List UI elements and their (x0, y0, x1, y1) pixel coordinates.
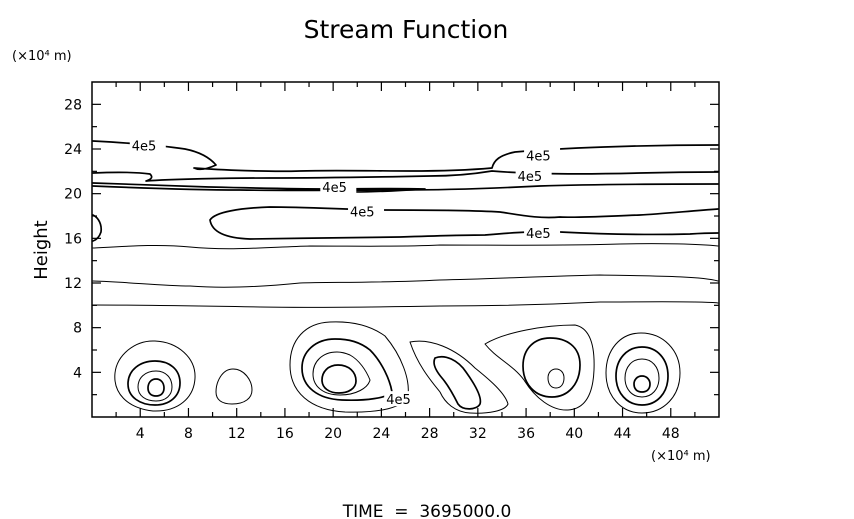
contour-line (547, 368, 565, 389)
x-tick-label: 20 (324, 426, 342, 442)
x-unit-label: (×10⁴ m) (651, 449, 711, 464)
x-tick-label: 48 (662, 426, 680, 442)
x-tick-label: 44 (614, 426, 632, 442)
contour-line (301, 338, 393, 402)
x-tick-label: 28 (421, 426, 439, 442)
contour-label-bg (524, 147, 561, 163)
y-tick-labels: 4 8 12 16 20 24 28 (64, 97, 82, 381)
x-tick-label: 16 (276, 426, 294, 442)
contour-line (92, 301, 719, 308)
contour-line (615, 346, 669, 406)
contour-line (92, 214, 103, 242)
contour-line (92, 170, 719, 182)
y-tick-label: 16 (64, 231, 82, 247)
contour-line (522, 337, 581, 398)
contour-line (624, 358, 660, 398)
contour-label-bg (515, 167, 552, 183)
y-axis-label: Height (31, 220, 52, 280)
y-tick-label: 28 (64, 97, 82, 113)
contour-label: 4e5 (322, 181, 347, 196)
contour-label-bg (348, 203, 385, 219)
contour-line (409, 340, 509, 414)
contour-label-bg (129, 137, 166, 153)
contour-line (215, 368, 253, 405)
plot-frame (91, 81, 720, 418)
contour-label: 4e5 (526, 150, 551, 165)
contour-line (605, 332, 681, 414)
contour-label: 4e5 (132, 140, 157, 155)
contour-line (92, 183, 719, 192)
contour-label-bg (384, 391, 421, 407)
contour-label-bg (320, 178, 357, 194)
contour-line (209, 206, 719, 240)
contour-line (92, 243, 719, 250)
y-tick-label: 20 (64, 187, 82, 203)
contour-label: 4e5 (350, 206, 375, 221)
contour-line (484, 324, 595, 411)
contour-line (114, 340, 196, 412)
x-tick-label: 12 (228, 426, 246, 442)
contour-label: 4e5 (386, 393, 411, 408)
y-tick-label: 8 (73, 321, 82, 337)
y-tick-label: 24 (64, 142, 82, 158)
contour-line (92, 140, 719, 173)
x-tick-label: 40 (565, 426, 583, 442)
x-tick-label: 8 (184, 426, 193, 442)
x-tick-label: 4 (136, 426, 145, 442)
contour-label: 4e5 (518, 170, 543, 185)
contour-line (633, 375, 651, 393)
contour-line (92, 274, 719, 288)
contour-line (137, 370, 173, 402)
chart-title: Stream Function (304, 15, 509, 44)
contour-line (127, 360, 181, 406)
contour-lines (92, 140, 719, 414)
y-unit-label: (×10⁴ m) (12, 49, 72, 64)
contour-label: 4e5 (526, 227, 551, 242)
x-tick-label: 36 (517, 426, 535, 442)
y-tick-label: 12 (64, 276, 82, 292)
x-tick-label: 24 (372, 426, 390, 442)
axis-ticks (92, 82, 719, 417)
contour-line (321, 364, 357, 394)
x-tick-labels: 4 8 12 16 20 24 28 32 36 40 44 48 (136, 426, 680, 442)
contour-line (433, 355, 482, 410)
contour-line (147, 378, 165, 397)
y-tick-label: 4 (73, 365, 82, 381)
contour-label-bg (524, 224, 561, 240)
contour-line (312, 351, 371, 396)
x-tick-label: 32 (469, 426, 487, 442)
time-footer: TIME = 3695000.0 (342, 502, 512, 519)
contour-line (289, 321, 409, 413)
